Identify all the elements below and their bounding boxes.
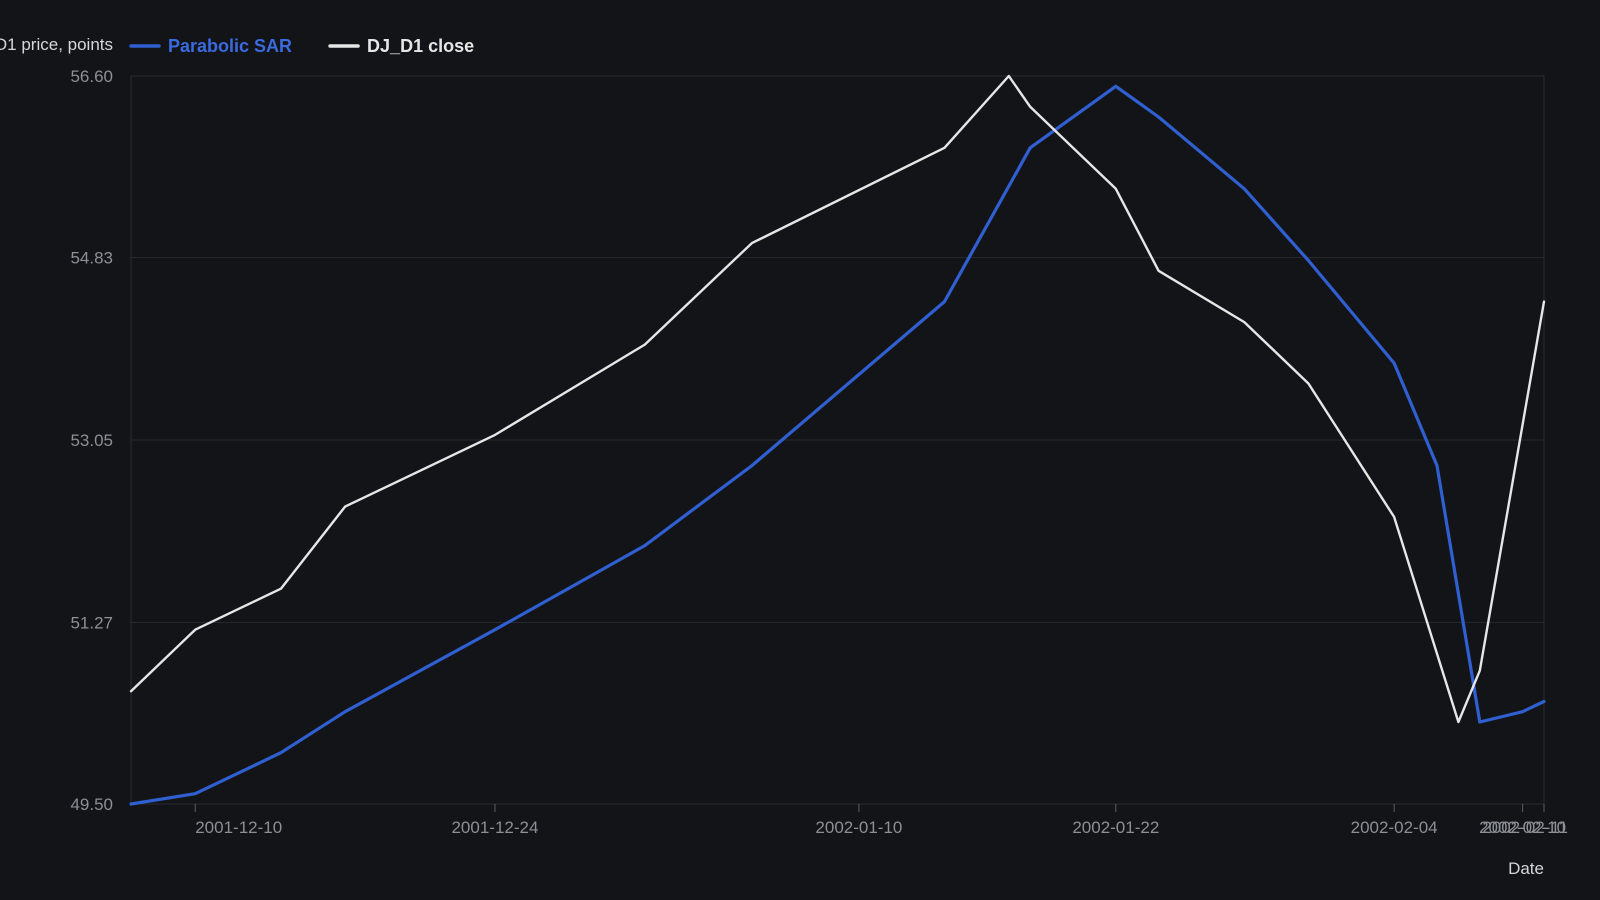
x-tick-label: 2002-02-04 [1351,818,1438,837]
x-tick-label: 2002-01-22 [1072,818,1159,837]
y-axis-title: DJ_D1 price, points [0,35,113,54]
y-tick-label: 51.27 [70,614,113,633]
x-tick-label: 2002-01-10 [815,818,902,837]
y-tick-label: 56.60 [70,67,113,86]
x-tick-label: 2001-12-24 [451,818,538,837]
x-tick-label: 2001-12-10 [195,818,282,837]
y-tick-label: 53.05 [70,431,113,450]
y-tick-label: 54.83 [70,248,113,267]
x-tick-label: 2002-02-10 [1479,818,1566,837]
series-line [129,84,1546,806]
x-axis: 2001-12-10 2001-12-24 2002-01-10 2002-01-22… [194,804,1568,837]
grid-lines [131,256,1544,624]
legend-label: DJ_D1 close [367,36,474,56]
series-line [129,74,1546,724]
y-axis: 49.50 51.27 53.05 54.83 56.60 [70,67,113,814]
y-tick-label: 49.50 [70,795,113,814]
legend-item: DJ_D1 close [328,36,474,56]
x-axis-title: Date [1508,859,1544,878]
legend-label: Parabolic SAR [168,36,292,56]
series-lines [129,74,1546,806]
plot-area-frame [130,75,1545,805]
x-tick-label: 2002-02-11 [1482,818,1568,837]
legend: Parabolic SAR DJ_D1 close [129,36,474,56]
legend-item: Parabolic SAR [129,36,292,56]
